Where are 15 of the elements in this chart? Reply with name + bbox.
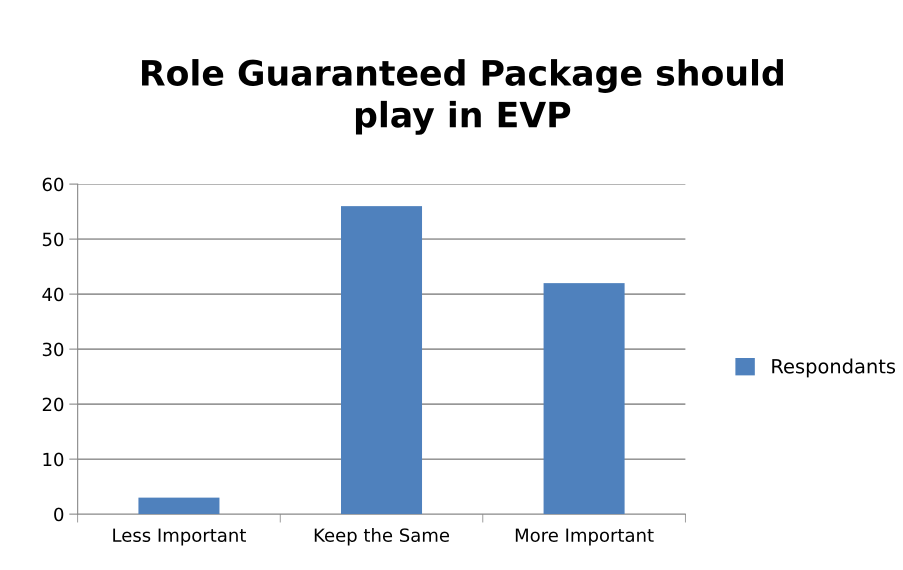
y-tick-label: 40 bbox=[42, 288, 64, 302]
y-tick-label: 30 bbox=[42, 342, 64, 356]
bar bbox=[544, 283, 625, 514]
y-tick-label: 10 bbox=[43, 452, 64, 466]
x-tick-label: Less Important bbox=[113, 528, 246, 546]
bar bbox=[341, 206, 422, 514]
chart-title: Role Guaranteed Package should play in EVP bbox=[142, 59, 783, 135]
y-tick-label: 20 bbox=[42, 398, 64, 412]
x-tick-label: Keep the Same bbox=[314, 528, 450, 546]
y-tick-label: 0 bbox=[54, 508, 64, 522]
legend-label: Respondants bbox=[772, 358, 896, 378]
x-tick-label: More Important bbox=[516, 528, 654, 546]
bar bbox=[138, 498, 220, 514]
y-tick-label: 50 bbox=[42, 232, 64, 246]
y-tick-label: 60 bbox=[42, 178, 64, 192]
